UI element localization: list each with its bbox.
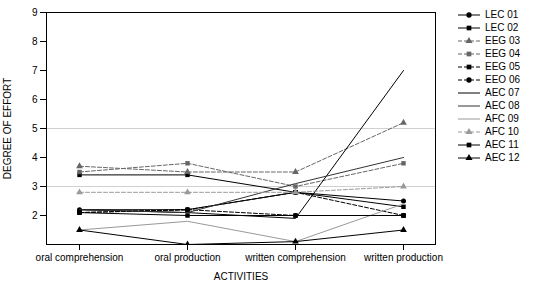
- svg-text:written production: written production: [363, 252, 443, 263]
- html-text:LEC 01: LEC 01: [485, 9, 519, 20]
- svg-text:DEGREE OF EFFORT: DEGREE OF EFFORT: [2, 78, 13, 180]
- html-text:EEG 05: EEG 05: [485, 61, 520, 72]
- svg-text:4: 4: [32, 152, 38, 163]
- html-text:AEC 07: AEC 07: [485, 87, 520, 98]
- svg-text:6: 6: [32, 94, 38, 105]
- svg-text:3: 3: [32, 181, 38, 192]
- svg-text:written comprehension: written comprehension: [244, 252, 346, 263]
- svg-text:9: 9: [32, 7, 38, 18]
- svg-text:2: 2: [32, 210, 38, 221]
- html-text:AEC 11: AEC 11: [485, 139, 519, 150]
- html-text:LEC 02: LEC 02: [485, 22, 519, 33]
- html-text:AFC 09: AFC 09: [485, 113, 519, 124]
- svg-text:ACTIVITIES: ACTIVITIES: [214, 271, 269, 282]
- html-text:EEG 03: EEG 03: [485, 35, 520, 46]
- svg-text:oral production: oral production: [154, 252, 220, 263]
- html-text:AEC 08: AEC 08: [485, 100, 520, 111]
- svg-text:8: 8: [32, 36, 38, 47]
- html-text:EEO 06: EEO 06: [485, 74, 520, 85]
- html-text:AFC 10: AFC 10: [485, 126, 519, 137]
- svg-text:oral comprehension: oral comprehension: [36, 252, 124, 263]
- svg-text:5: 5: [32, 123, 38, 134]
- html-text:AEC 12: AEC 12: [485, 152, 520, 163]
- svg-text:7: 7: [32, 65, 38, 76]
- html-text:EEG 04: EEG 04: [485, 48, 520, 59]
